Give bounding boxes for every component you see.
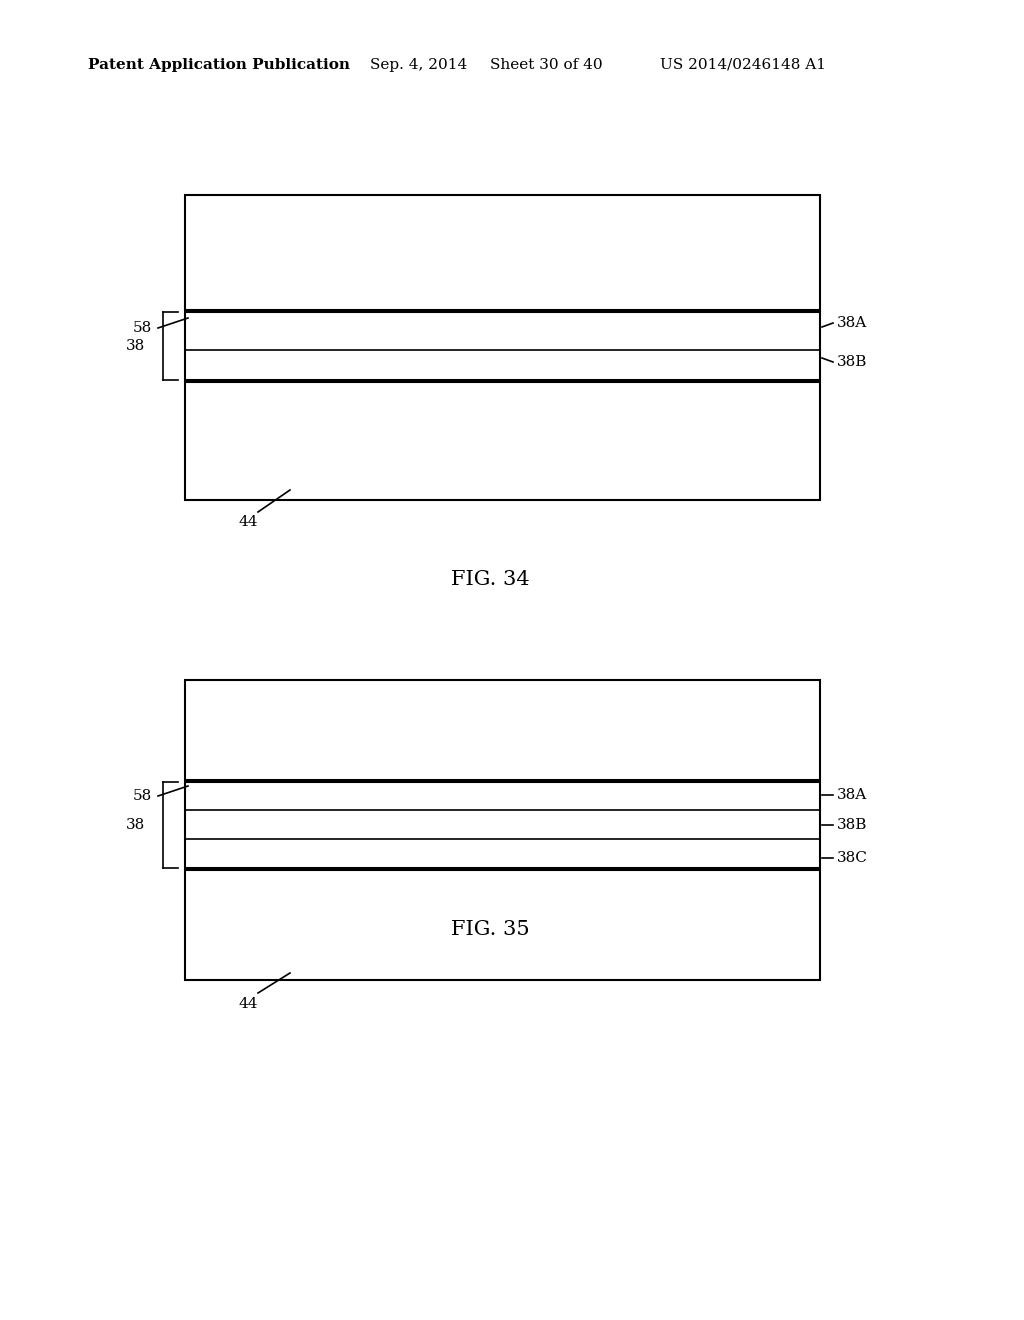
- Text: 58: 58: [133, 789, 152, 803]
- Bar: [185, 781, 820, 869]
- Text: 44: 44: [239, 515, 258, 529]
- Text: 44: 44: [239, 997, 258, 1011]
- Text: 38B: 38B: [837, 818, 867, 832]
- Text: 58: 58: [133, 321, 152, 335]
- Text: 38B: 38B: [837, 355, 867, 370]
- Text: 38: 38: [126, 339, 145, 352]
- Text: 38A: 38A: [837, 315, 867, 330]
- Bar: [185, 870, 820, 979]
- Text: FIG. 35: FIG. 35: [451, 920, 529, 939]
- Bar: [185, 381, 820, 500]
- Text: 38A: 38A: [837, 788, 867, 803]
- Bar: [185, 680, 820, 780]
- Text: FIG. 34: FIG. 34: [451, 570, 529, 589]
- Text: 38C: 38C: [837, 851, 868, 865]
- Text: Sep. 4, 2014: Sep. 4, 2014: [370, 58, 467, 73]
- Text: 38: 38: [126, 818, 145, 832]
- Text: Sheet 30 of 40: Sheet 30 of 40: [490, 58, 603, 73]
- Bar: [185, 312, 820, 380]
- Text: Patent Application Publication: Patent Application Publication: [88, 58, 350, 73]
- Text: US 2014/0246148 A1: US 2014/0246148 A1: [660, 58, 826, 73]
- Bar: [185, 195, 820, 310]
